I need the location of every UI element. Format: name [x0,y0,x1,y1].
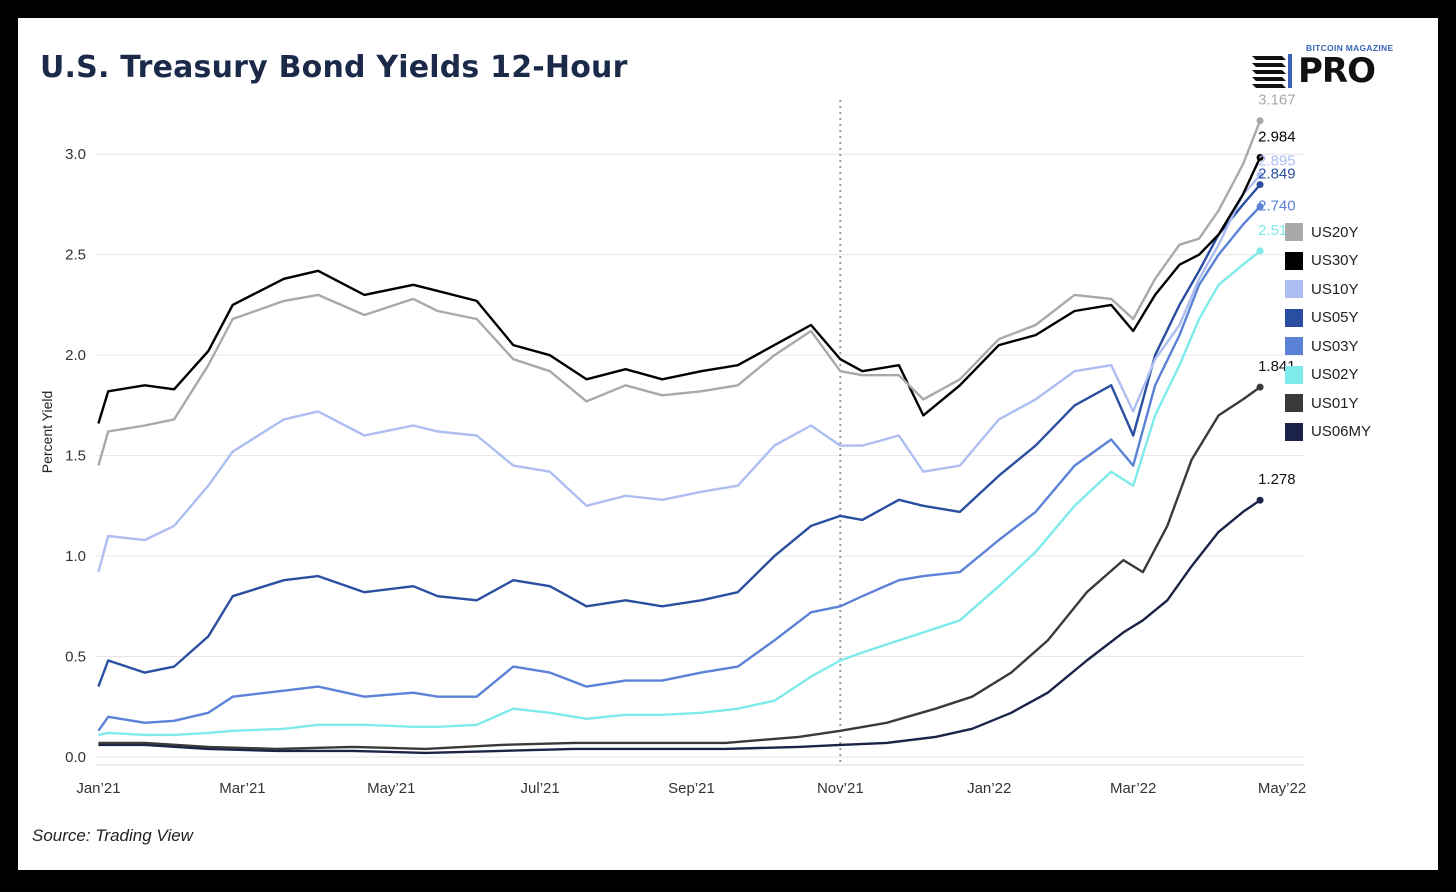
legend-item-us30y: US30Y [1285,247,1371,276]
end-value-label-us30y: 2.984 [1258,128,1296,145]
legend-label: US01Y [1311,394,1359,412]
logo-big-text: PRO [1298,51,1376,91]
legend-item-us01y: US01Y [1285,389,1371,418]
legend-label: US03Y [1311,337,1359,355]
series-endpoint-us20y [1256,117,1264,125]
y-tick-label: 2.0 [65,347,86,364]
y-tick-label: 2.5 [65,247,86,264]
y-tick-label: 3.0 [65,146,86,163]
logo-stripes-icon [1252,54,1292,88]
x-tick-label: Mar’21 [219,780,265,797]
x-tick-label: May’21 [367,780,415,797]
y-tick-label: 0.5 [65,649,86,666]
series-line-us06my [98,499,1261,755]
legend-label: US20Y [1311,223,1359,241]
series-line-us03y [97,205,1261,732]
chart-title: U.S. Treasury Bond Yields 12-Hour [40,50,628,85]
legend-label: US05Y [1311,309,1359,327]
x-tick-label: Nov’21 [817,780,864,797]
legend-swatch [1285,280,1303,299]
source-note: Source: Trading View [32,826,193,845]
legend-label: US06MY [1311,423,1372,441]
legend-label: US02Y [1311,366,1359,384]
legend-item-us10y: US10Y [1285,275,1371,304]
series-endpoint-us01y [1256,383,1264,391]
chart-legend: US20Y US30Y US10Y US05Y US03Y US02Y US01Y US06M… [1285,218,1371,446]
y-tick-label: 1.5 [65,448,86,465]
x-tick-label: Mar’22 [1110,780,1156,797]
series-line-us20y [97,120,1262,466]
series-endpoint-us30y [1256,153,1264,161]
end-value-label-us20y: 3.167 [1258,92,1296,109]
legend-swatch [1285,251,1303,270]
legend-item-us05y: US05Y [1285,304,1371,333]
series-endpoint-us06my [1256,496,1264,504]
series-line-us01y [98,386,1261,751]
series-endpoint-us02y [1256,247,1264,255]
x-tick-label: Jan’22 [967,780,1011,797]
logo-small-text: BITCOIN MAGAZINE [1306,43,1394,53]
series-endpoint-us03y [1256,202,1264,210]
series-line-us02y [98,249,1261,737]
y-tick-label: 0.0 [65,749,86,766]
legend-swatch [1285,394,1303,413]
legend-item-us06my: US06MY [1285,418,1371,447]
series-endpoint-us10y [1256,171,1264,179]
y-axis-label: Percent Yield [39,391,55,474]
series-endpoint-us05y [1256,181,1264,189]
series-line-us05y [97,183,1262,688]
legend-item-us02y: US02Y [1285,361,1371,390]
x-tick-label: Jul’21 [521,780,560,797]
end-value-label-us05y: 2.849 [1258,166,1296,183]
series-line-us30y [97,156,1262,424]
end-value-label-us03y: 2.740 [1258,197,1296,214]
legend-swatch [1285,422,1303,441]
legend-swatch [1285,223,1303,242]
x-tick-label: Jan’21 [76,780,120,797]
legend-label: US10Y [1311,280,1359,298]
legend-swatch [1285,337,1303,356]
legend-item-us20y: US20Y [1285,218,1371,247]
end-value-label-us10y: 2.895 [1258,152,1296,169]
legend-swatch [1285,365,1303,384]
end-value-label-us06my: 1.278 [1258,471,1296,488]
y-tick-label: 1.0 [65,548,86,565]
legend-item-us03y: US03Y [1285,332,1371,361]
series-line-us10y [97,174,1261,573]
legend-swatch [1285,308,1303,327]
bitcoin-magazine-pro-logo: BITCOIN MAGAZINE PRO [1252,42,1422,94]
x-tick-label: Sep’21 [668,780,715,797]
x-tick-label: May’22 [1258,780,1306,797]
legend-label: US30Y [1311,252,1359,270]
